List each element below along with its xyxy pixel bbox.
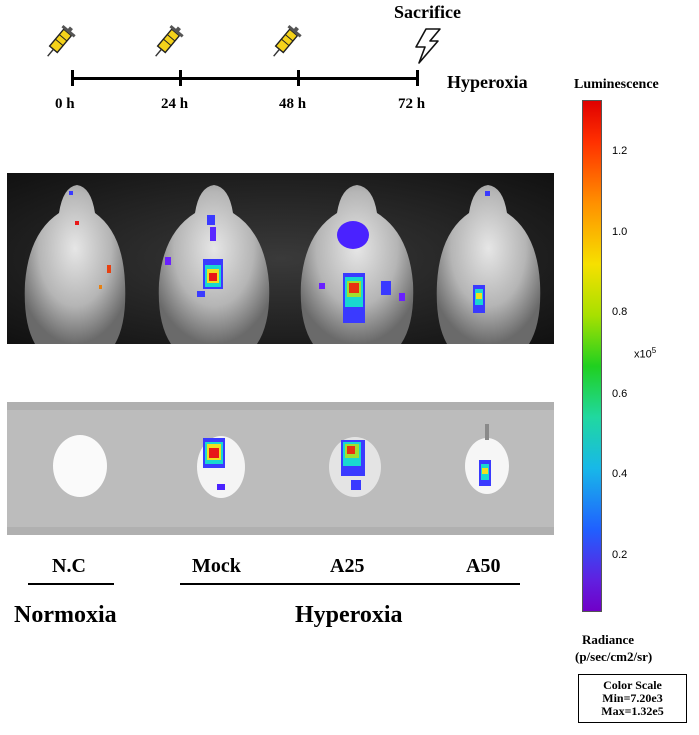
colorbar-tick: 0.8	[612, 306, 628, 318]
color-scale-max: Max=1.32e5	[601, 704, 664, 718]
hyperoxia-timeline-label: Hyperoxia	[447, 72, 528, 92]
group-label-a25: A25	[330, 555, 365, 577]
colorbar-tick: 0.6	[612, 388, 628, 400]
timeline-label: 48 h	[279, 96, 307, 112]
colorbar-tick: 0.4	[612, 468, 628, 480]
timeline-tick	[71, 70, 74, 86]
colorbar-gradient	[582, 100, 602, 612]
color-scale-min: Min=7.20e3	[602, 691, 663, 705]
group-label-nc: N.C	[52, 555, 86, 577]
colorbar-tick: 1.2	[612, 145, 628, 157]
hyperoxia-label: Hyperoxia	[295, 602, 403, 628]
colorbar-tick: 0.2	[612, 549, 628, 561]
group-label-a50: A50	[466, 555, 501, 577]
syringe-icon	[273, 24, 302, 57]
signal-a50	[473, 191, 490, 313]
group-label-mock: Mock	[192, 555, 241, 577]
lung-signal-mock	[203, 438, 225, 490]
lung-image	[7, 402, 554, 535]
timeline-axis	[72, 77, 418, 80]
sacrifice-label: Sacrifice	[394, 2, 461, 22]
syringe-icon	[155, 24, 184, 57]
signal-a25	[319, 221, 405, 323]
lung-image-panel	[7, 402, 554, 535]
colorbar-tick: 1.0	[612, 226, 628, 238]
syringe-icon	[47, 24, 76, 57]
signal-nc	[69, 191, 111, 289]
color-scale-box: Color Scale Min=7.20e3 Max=1.32e5	[578, 674, 687, 723]
lung-signal-a50	[479, 460, 491, 486]
colorbar-multiplier: x105	[634, 346, 657, 361]
timeline-label: 72 h	[398, 96, 426, 112]
radiance-title: Radiance	[582, 632, 634, 647]
lightning-icon	[415, 28, 441, 64]
normoxia-group-line	[28, 583, 114, 585]
timeline-label: 0 h	[55, 96, 75, 112]
hyperoxia-group-line	[180, 583, 520, 585]
timeline-tick	[297, 70, 300, 86]
whole-body-image-panel	[7, 173, 554, 344]
color-scale-title: Color Scale	[603, 678, 662, 692]
whole-body-image	[7, 173, 554, 344]
radiance-unit: (p/sec/cm2/sr)	[575, 649, 653, 664]
timeline-tick	[416, 70, 419, 86]
timeline-tick	[179, 70, 182, 86]
timeline-label: 24 h	[161, 96, 189, 112]
lung-signal-a25	[341, 440, 365, 490]
colorbar-title: Luminescence	[574, 77, 659, 92]
normoxia-label: Normoxia	[14, 602, 117, 628]
signal-mock	[165, 215, 223, 297]
